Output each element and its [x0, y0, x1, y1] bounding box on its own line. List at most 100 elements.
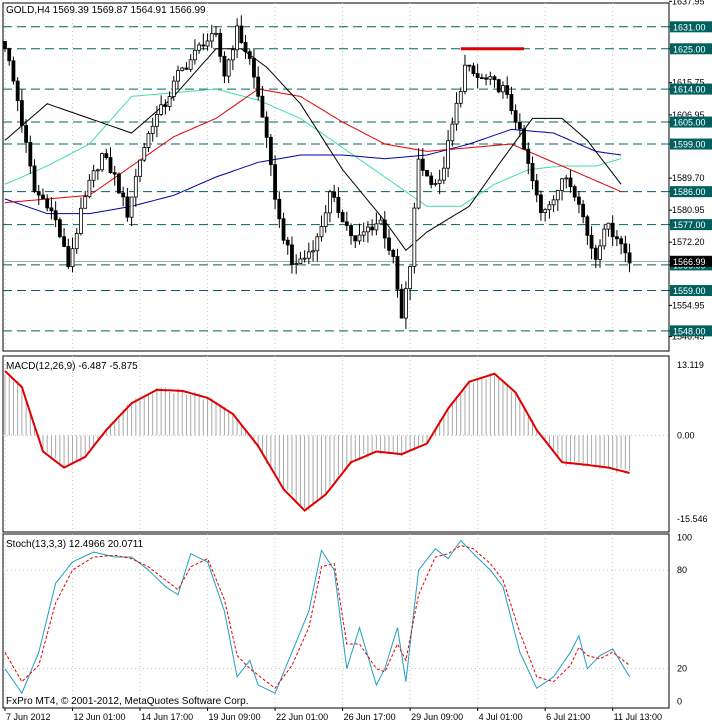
candle-body — [159, 104, 164, 115]
candle-body — [138, 159, 142, 177]
level-tag-2 — [670, 83, 712, 95]
candle-body — [133, 175, 138, 198]
candle-body — [568, 177, 573, 188]
candle-body — [150, 125, 155, 134]
candle-body — [454, 102, 459, 125]
current-price-label: 1566.99 — [673, 257, 706, 267]
candle-body — [378, 219, 383, 225]
macd-signal-line — [4, 370, 630, 512]
candle-body — [551, 199, 556, 206]
candle-body — [57, 219, 62, 238]
candle-body — [349, 225, 353, 237]
candle-body — [306, 251, 311, 259]
level-tag-6 — [670, 219, 712, 231]
x-tick-label-0: 7 Jun 2012 — [6, 712, 51, 722]
candle-body — [412, 207, 417, 267]
price-tick-label-12: 1572.20 — [672, 237, 705, 247]
level-tag-9 — [670, 325, 712, 337]
candle-body — [125, 196, 130, 218]
price-tick-label-5: 1606.95 — [672, 110, 705, 120]
candle-body — [290, 244, 294, 265]
candle-body — [19, 100, 24, 126]
candle-body — [62, 236, 66, 247]
candle-body — [226, 59, 231, 77]
candle-body — [319, 226, 324, 238]
candle-body — [340, 212, 345, 223]
candle-body — [7, 48, 12, 62]
candle-body — [91, 170, 96, 181]
candle-body — [155, 114, 159, 127]
candle-body — [344, 221, 349, 226]
candle-body — [353, 235, 358, 242]
candle-body — [370, 226, 375, 231]
macd-tick-label-2: -15.546 — [677, 514, 708, 524]
candle-body — [95, 169, 100, 172]
candle-body — [366, 226, 370, 233]
candle-body — [235, 25, 240, 51]
candle-body — [87, 179, 92, 198]
candle-body — [467, 64, 472, 67]
candle-body — [302, 257, 307, 260]
level-tag-label-2: 1614.00 — [673, 85, 706, 95]
candle-body — [294, 263, 299, 265]
panel-frame-2 — [2, 355, 670, 533]
x-tick-label-5: 26 Jun 17:00 — [344, 712, 396, 722]
candle-body — [391, 249, 396, 257]
stoch-main-line — [4, 539, 631, 695]
stoch-tick-label-1: 80 — [677, 565, 687, 575]
price-tick-label-18: 1546.45 — [672, 332, 705, 342]
candle-body — [560, 178, 564, 191]
candle-body — [416, 158, 421, 209]
candle-body — [450, 123, 455, 142]
level-tag-label-8: 1559.00 — [673, 286, 706, 296]
candle-body — [471, 65, 476, 74]
candle-body — [479, 77, 484, 80]
macd-title: MACD(12,26,9) -6.487 -5.875 — [6, 361, 138, 372]
price-tick-label-10: 1580.95 — [672, 205, 705, 215]
candle-body — [264, 116, 269, 138]
candle-body — [539, 194, 543, 214]
level-tag-label-1: 1625.00 — [673, 44, 706, 54]
level-tag-label-5: 1586.00 — [673, 187, 706, 197]
candle-body — [260, 95, 265, 118]
candle-body — [239, 25, 244, 43]
candle-body — [315, 236, 320, 252]
candle-body — [192, 49, 197, 61]
candle-body — [256, 76, 261, 97]
stoch-tick-label-2: 20 — [677, 664, 687, 674]
candle-body — [598, 245, 602, 260]
candle-body — [433, 183, 438, 185]
candle-body — [3, 41, 7, 50]
candle-body — [602, 228, 607, 247]
candle-body — [197, 44, 202, 51]
x-tick-label-7: 4 Jul 01:00 — [479, 712, 523, 722]
candle-body — [79, 207, 83, 235]
level-tag-3 — [670, 116, 712, 128]
candle-body — [167, 96, 172, 107]
candle-body — [41, 194, 45, 200]
candle-body — [32, 165, 37, 193]
candle-body — [201, 44, 206, 47]
candle-body — [437, 179, 442, 184]
level-tag-5 — [670, 186, 712, 198]
candle-body — [49, 207, 54, 212]
x-tick-label-1: 12 Jun 01:00 — [74, 712, 126, 722]
candle-body — [581, 203, 586, 218]
candle-body — [24, 125, 29, 143]
panel-frame-3 — [2, 533, 670, 709]
candle-body — [184, 67, 189, 70]
price-tick-label-16: 1554.95 — [672, 300, 705, 310]
candle-body — [488, 76, 493, 80]
level-tag-0 — [670, 21, 712, 33]
candle-body — [610, 222, 615, 238]
candle-body — [273, 164, 277, 200]
candle-body — [15, 80, 20, 101]
candle-body — [441, 167, 446, 181]
candle-body — [53, 210, 58, 221]
candle-body — [522, 128, 526, 150]
candle-body — [403, 288, 408, 319]
stoch-tick-label-3: 0 — [677, 696, 682, 706]
candle-body — [374, 223, 379, 231]
